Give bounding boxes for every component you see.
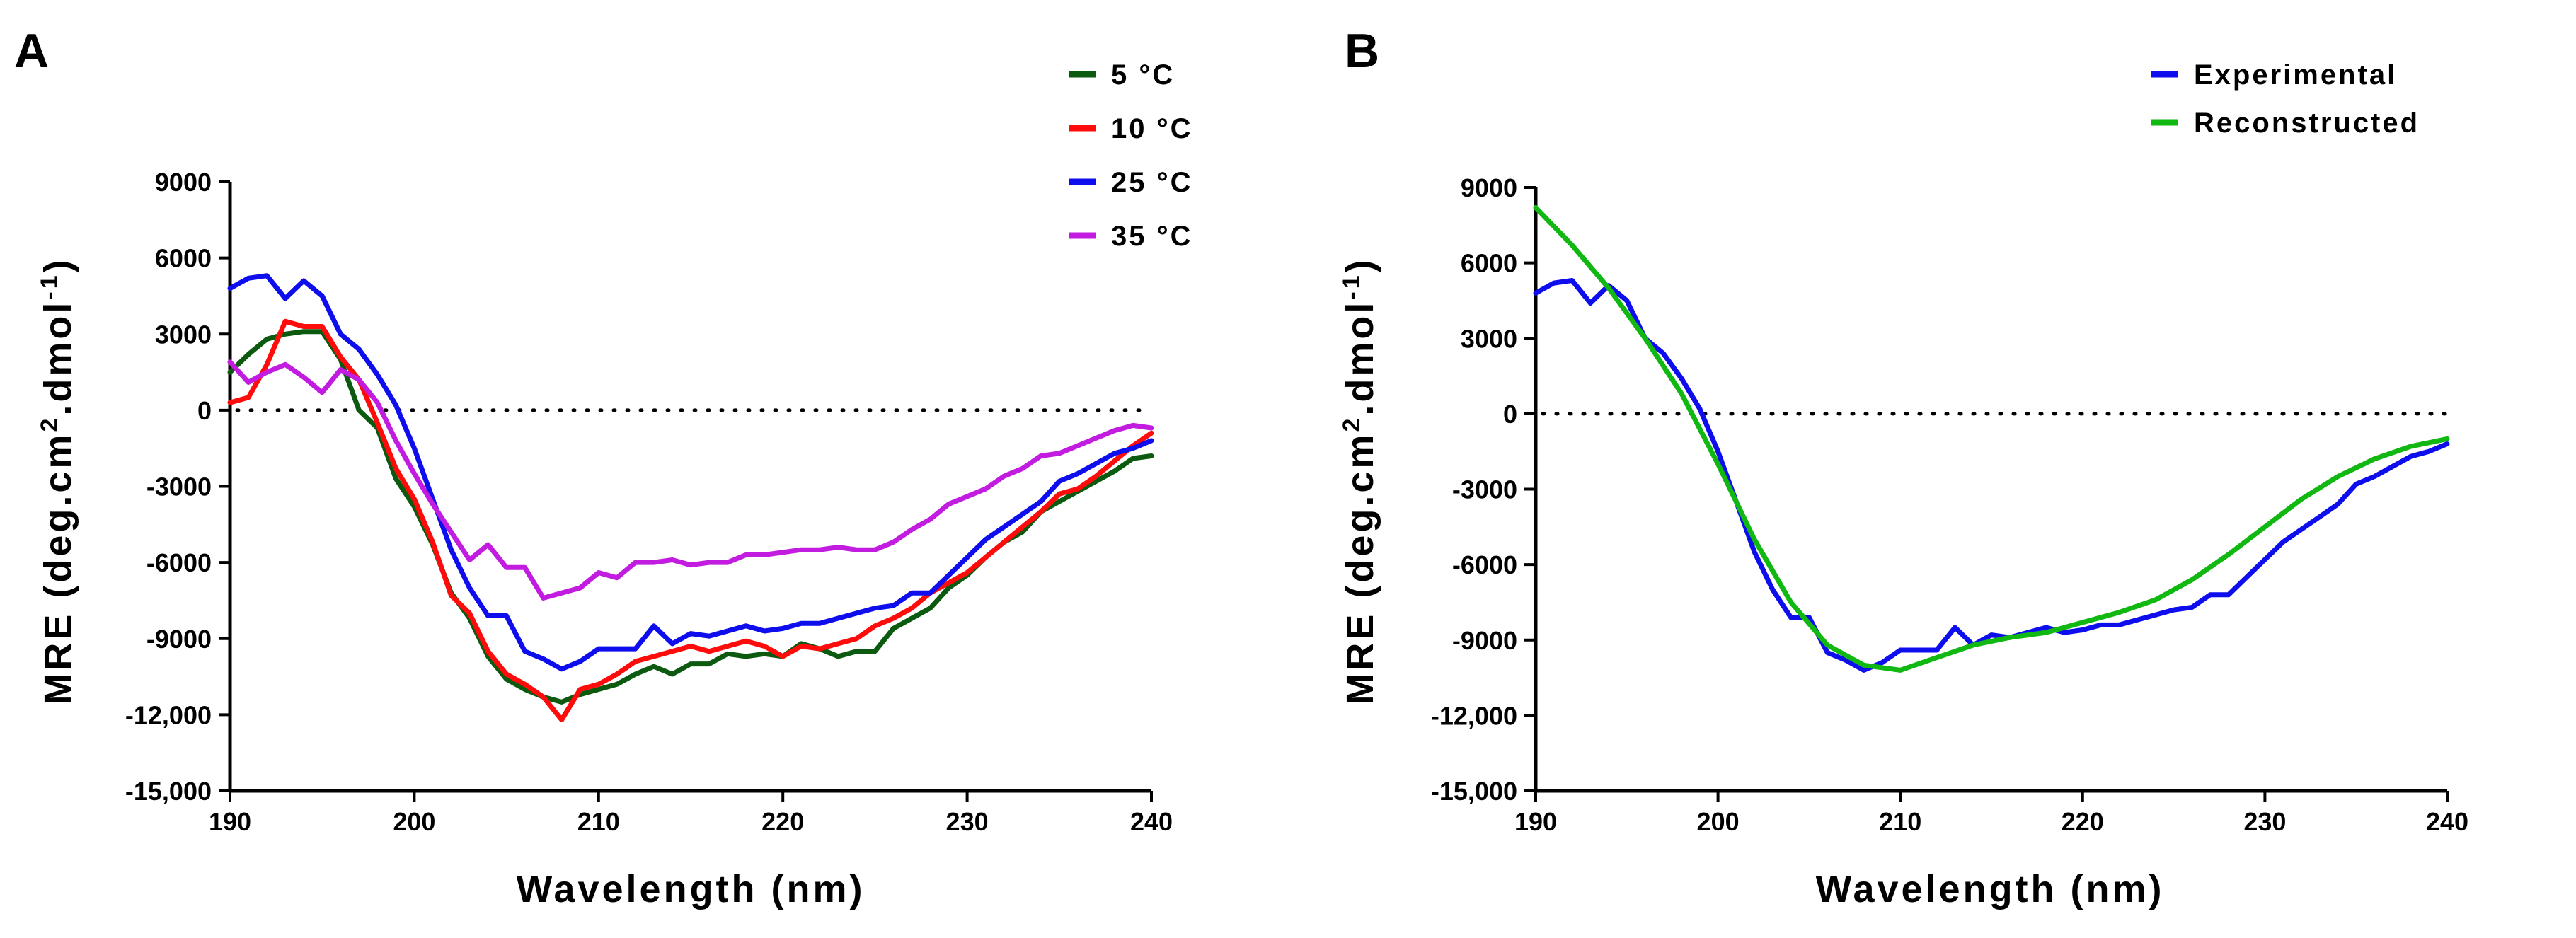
y-tick-label-a: -9000 [146, 625, 212, 654]
y-tick-label-b: 3000 [1461, 324, 1517, 353]
y-tick-label-a: -3000 [146, 473, 212, 502]
x-tick-label-a: 200 [393, 807, 435, 836]
series-line-reconstructed-b [1533, 204, 2450, 673]
x-tick-label-a: 240 [1130, 807, 1173, 836]
y-tick-label-b: 9000 [1461, 173, 1517, 202]
panel-label-a: A [14, 24, 49, 78]
x-tick-label-a: 210 [577, 807, 620, 836]
y-tick-label-a: -15,000 [125, 777, 212, 806]
legend-label-b: Reconstructed [2194, 108, 2420, 139]
panel-label-b: B [1345, 24, 1379, 78]
y-axis-title-b: MRE (deg.cm2.dmol-1) [1338, 257, 1381, 705]
x-tick-label-b: 220 [2062, 807, 2104, 836]
y-tick-label-a: 3000 [155, 320, 212, 349]
series-line-10-c-a [227, 318, 1154, 722]
y-tick-label-b: -15,000 [1431, 777, 1517, 806]
x-axis-title-a: Wavelength (nm) [516, 868, 865, 910]
x-axis-title-b: Wavelength (nm) [1815, 868, 2164, 910]
legend-label-a: 10 °C [1111, 113, 1193, 144]
legend-label-b: Experimental [2194, 59, 2397, 91]
legend-label-a: 25 °C [1111, 167, 1193, 198]
x-tick-label-b: 230 [2243, 807, 2286, 836]
y-tick-label-a: 0 [197, 396, 212, 425]
axes-b: -15,000 -12,000 -9000 -6000 -3000 0 3000 6000 90… [1431, 173, 2468, 836]
y-axis-title-a: MRE (deg.cm2.dmol-1) [36, 257, 79, 705]
legend-label-a: 35 °C [1111, 221, 1193, 252]
y-tick-label-b: 0 [1503, 400, 1517, 429]
series-layer-b [1533, 204, 2450, 673]
y-tick-label-b: -9000 [1452, 626, 1517, 655]
legend-label-a: 5 °C [1111, 59, 1175, 91]
y-tick-label-b: -3000 [1452, 475, 1517, 504]
y-tick-label-b: 6000 [1461, 249, 1517, 278]
x-tick-label-b: 190 [1514, 807, 1557, 836]
y-tick-label-b: -6000 [1452, 550, 1517, 579]
x-tick-label-b: 200 [1697, 807, 1740, 836]
x-tick-label-a: 230 [946, 807, 989, 836]
axes-a: -15,000 -12,000 -9000 -6000 -3000 0 3000 6000 90… [125, 168, 1173, 836]
x-tick-label-a: 190 [209, 807, 251, 836]
series-layer-a [227, 273, 1154, 722]
y-tick-label-a: 9000 [155, 168, 212, 197]
x-tick-label-b: 210 [1879, 807, 1921, 836]
series-line-25-c-a [227, 273, 1154, 672]
y-tick-label-a: 6000 [155, 244, 212, 273]
x-tick-label-b: 240 [2426, 807, 2468, 836]
panel-b: B MRE (deg.cm2.dmol-1) Wavelength (nm) -… [1338, 24, 2468, 910]
y-tick-label-b: -12,000 [1431, 701, 1517, 730]
x-tick-label-a: 220 [761, 807, 804, 836]
y-tick-label-a: -6000 [146, 548, 212, 577]
y-tick-label-a: -12,000 [125, 700, 212, 729]
legend-b: Experimental Reconstructed [2151, 59, 2420, 139]
legend-a: 5 °C 10 °C 25 °C 35 °C [1069, 59, 1193, 252]
panel-a: A MRE (deg.cm2.dmol-1) Wavelength (nm) -… [14, 24, 1193, 910]
series-line-experimental-b [1533, 278, 2450, 673]
series-line-35-c-a [227, 359, 1154, 601]
